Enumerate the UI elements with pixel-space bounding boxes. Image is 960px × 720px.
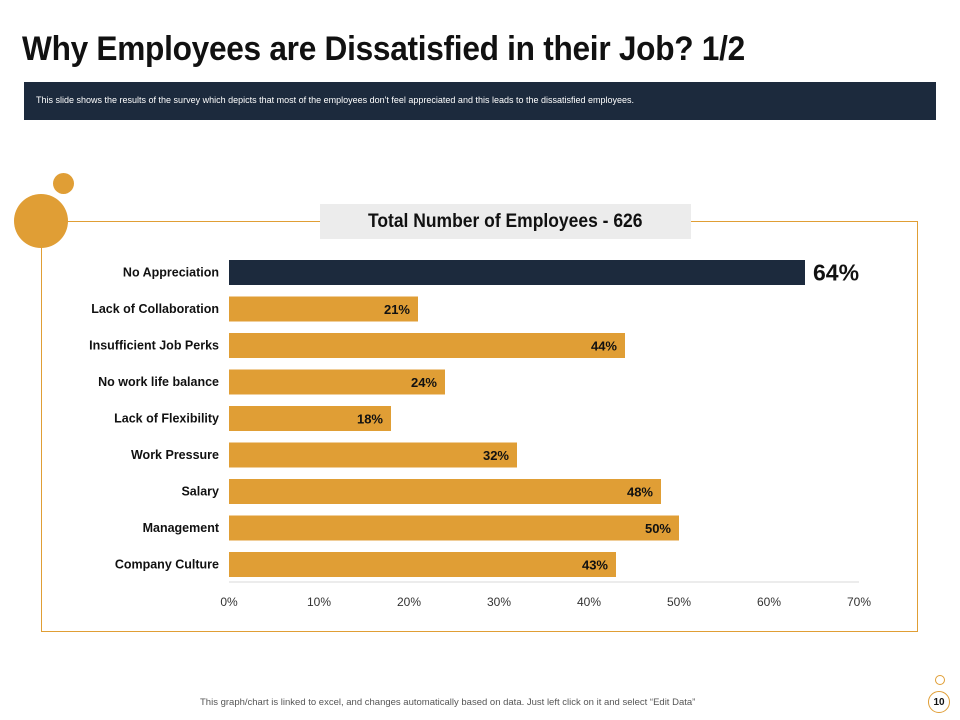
- footer-note: This graph/chart is linked to excel, and…: [200, 697, 696, 708]
- decorative-circle-small: [53, 173, 74, 194]
- description-text: This slide shows the results of the surv…: [36, 95, 635, 105]
- chart-frame: [41, 221, 918, 632]
- page-dot-icon: [935, 675, 945, 685]
- page-number: 10: [928, 691, 950, 713]
- chart-title: Total Number of Employees - 626: [368, 210, 643, 232]
- slide-title: Why Employees are Dissatisfied in their …: [22, 30, 745, 68]
- description-banner: This slide shows the results of the surv…: [24, 82, 936, 120]
- chart-title-box: Total Number of Employees - 626: [320, 204, 691, 239]
